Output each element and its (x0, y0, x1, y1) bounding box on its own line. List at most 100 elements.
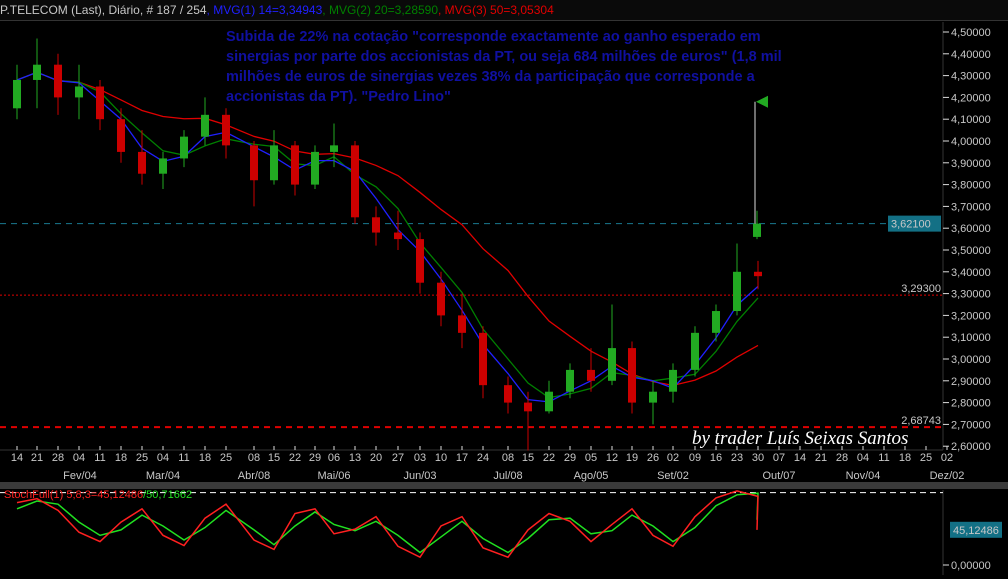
x-tick-label: 27 (392, 452, 404, 464)
last-price-label: 3,62100 (891, 219, 931, 231)
x-tick-label: 29 (309, 452, 321, 464)
y-tick-label: 4,50000 (951, 27, 991, 39)
candle-body (291, 145, 299, 185)
y-tick-label: 2,80000 (951, 398, 991, 410)
month-label: Mai/06 (317, 470, 350, 482)
chart-header: P.TELECOM (Last), Diário, # 187 / 254, M… (0, 0, 1008, 21)
stoch-tick-label: 0,00000 (951, 560, 991, 572)
x-tick-label: 30 (752, 452, 764, 464)
x-tick-label: 09 (689, 452, 701, 464)
y-tick-label: 2,60000 (951, 441, 991, 453)
stoch-value-label: 45,12486 (953, 525, 999, 537)
candle-body (754, 271, 762, 277)
y-tick-label: 2,90000 (951, 376, 991, 388)
x-tick-label: 15 (268, 452, 280, 464)
x-tick-label: 12 (606, 452, 618, 464)
annotation-text: Subida de 22% na cotação "corresponde ex… (226, 29, 782, 105)
x-tick-label: 15 (522, 452, 534, 464)
candle-body (394, 232, 402, 240)
candle-body (311, 151, 319, 185)
month-label: Jul/08 (493, 470, 522, 482)
x-tick-label: 10 (435, 452, 447, 464)
month-label: Out/07 (762, 470, 795, 482)
candle-body (250, 145, 258, 181)
candle-body (458, 315, 466, 333)
x-tick-label: 26 (647, 452, 659, 464)
stoch-k-line (16, 490, 759, 559)
month-label: Dez/02 (930, 470, 965, 482)
mvg1-label: , MVG(1) 14=3,34943 (206, 3, 323, 17)
candle-body (628, 348, 636, 403)
candle-body (649, 391, 657, 403)
x-tick-label: 11 (94, 452, 105, 464)
candle-body (524, 402, 532, 412)
x-tick-label: 18 (199, 452, 211, 464)
x-tick-label: 22 (289, 452, 301, 464)
y-tick-label: 3,90000 (951, 158, 991, 170)
candle-body (608, 348, 616, 381)
candle-body (351, 145, 359, 218)
candle-body (33, 64, 41, 80)
stoch-k-label: StochFull(1) 5;8;3=45,12486 (4, 489, 144, 501)
y-tick-label: 3,80000 (951, 180, 991, 192)
candle-body (504, 385, 512, 403)
candle-body (712, 311, 720, 333)
x-tick-label: 02 (667, 452, 679, 464)
x-tick-label: 03 (414, 452, 426, 464)
x-tick-label: 24 (477, 452, 489, 464)
y-tick-label: 3,50000 (951, 245, 991, 257)
x-tick-label: 05 (585, 452, 597, 464)
mvg3-line (16, 71, 759, 387)
symbol-label: P.TELECOM (Last), Diário, # 187 / 254 (0, 3, 207, 17)
candle-body (330, 145, 338, 152)
x-tick-label: 13 (349, 452, 361, 464)
x-tick-label: 19 (626, 452, 638, 464)
x-tick-label: 14 (794, 452, 806, 464)
x-tick-label: 23 (731, 452, 743, 464)
mvg3-label: , MVG(3) 50=3,05304 (438, 3, 554, 17)
candle-body (159, 158, 167, 174)
x-tick-label: 14 (11, 452, 23, 464)
x-tick-label: 22 (543, 452, 555, 464)
candle-body (138, 151, 146, 174)
stoch-d-line (16, 492, 759, 554)
candle-body (416, 239, 424, 283)
x-tick-label: 21 (815, 452, 827, 464)
x-tick-label: 25 (220, 452, 232, 464)
x-tick-label: 07 (773, 452, 785, 464)
level-label: 2,68743 (901, 415, 941, 427)
mvg2-line (16, 71, 759, 399)
x-tick-label: 04 (857, 452, 869, 464)
y-tick-label: 4,30000 (951, 71, 991, 83)
x-tick-label: 08 (502, 452, 514, 464)
candle-body (479, 332, 487, 386)
candle-body (733, 271, 741, 312)
y-tick-label: 3,10000 (951, 332, 991, 344)
x-tick-label: 25 (136, 452, 148, 464)
x-tick-label: 18 (115, 452, 127, 464)
x-tick-label: 04 (157, 452, 169, 464)
x-tick-label: 02 (941, 452, 953, 464)
flag-icon (756, 95, 768, 108)
x-tick-label: 11 (878, 452, 889, 464)
candle-body (222, 114, 230, 146)
x-tick-label: 11 (178, 452, 189, 464)
month-label: Abr/08 (238, 470, 270, 482)
month-label: Nov/04 (846, 470, 881, 482)
candle-body (96, 86, 104, 120)
candle-body (13, 79, 21, 109)
x-tick-label: 08 (248, 452, 260, 464)
month-label: Set/02 (657, 470, 689, 482)
stoch-title: StochFull(1) 5;8;3=45,12486/50,71662 (4, 489, 192, 501)
candle-body (201, 114, 209, 137)
candle-body (270, 145, 278, 181)
candle-body (117, 119, 125, 152)
x-tick-label: 29 (564, 452, 576, 464)
x-tick-label: 28 (836, 452, 848, 464)
y-tick-label: 3,70000 (951, 201, 991, 213)
y-tick-label: 2,70000 (951, 419, 991, 431)
month-label: Ago/05 (574, 470, 609, 482)
y-tick-label: 3,30000 (951, 289, 991, 301)
month-label: Fev/04 (63, 470, 97, 482)
